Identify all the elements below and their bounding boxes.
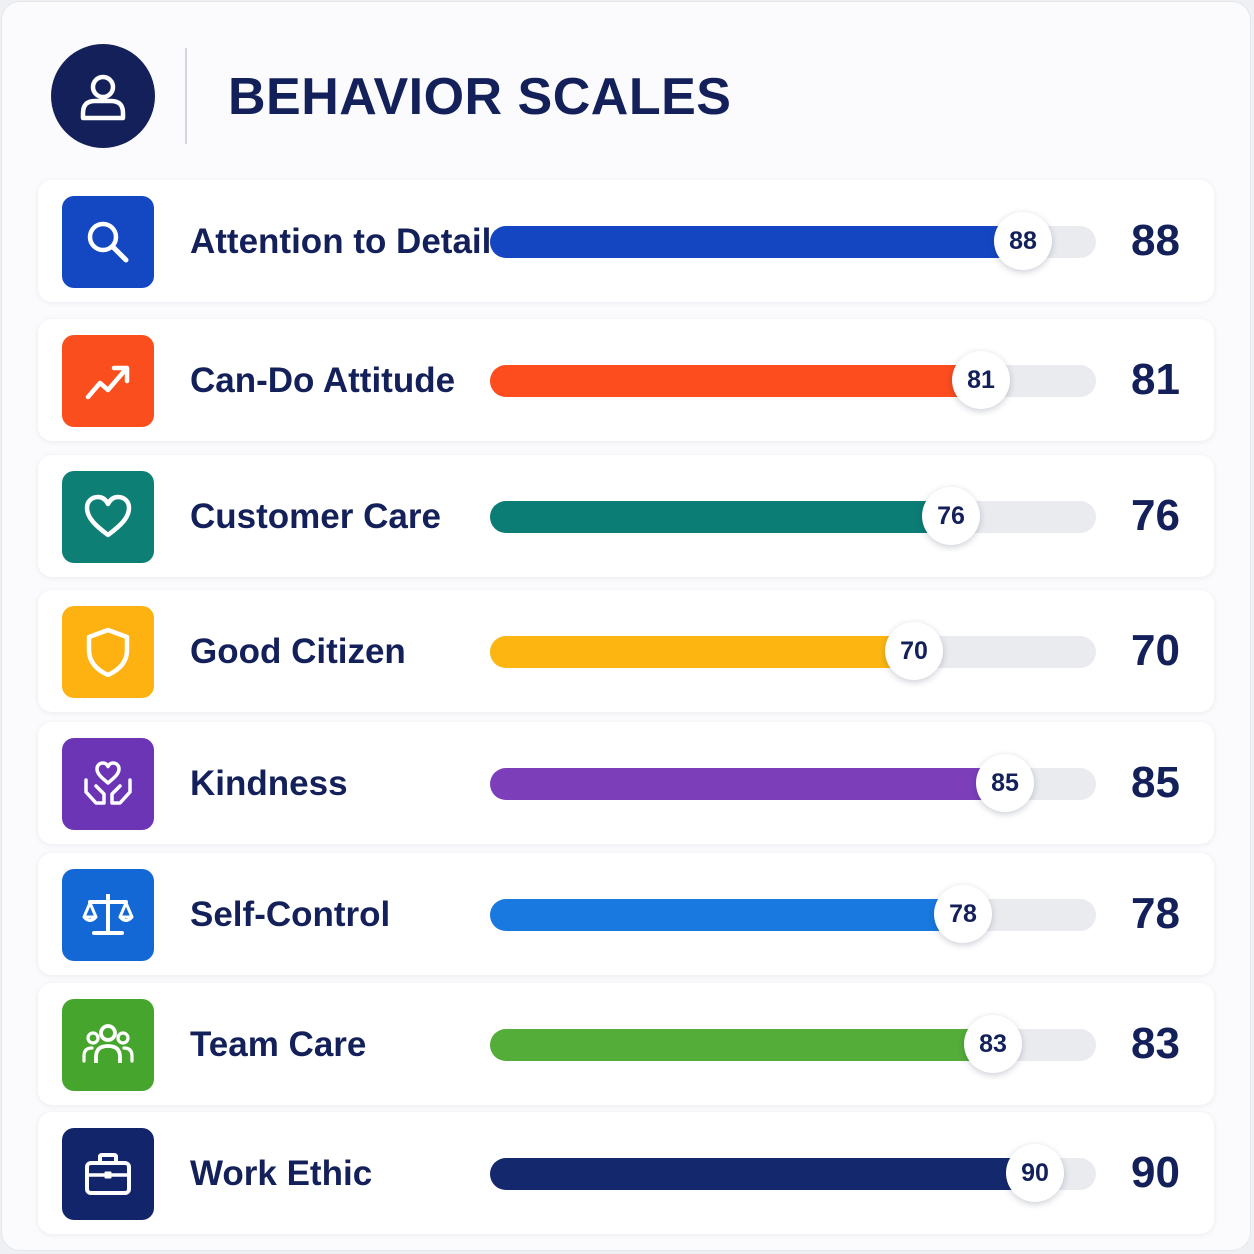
bar-good-citizen [490, 636, 914, 668]
score-value: 81 [1131, 355, 1180, 404]
bar-value-label: 76 [922, 487, 980, 545]
bar-track: 83 [490, 1015, 1096, 1073]
bar-track: 81 [490, 351, 1096, 409]
bar-track: 70 [490, 622, 1096, 680]
heart-icon [84, 494, 132, 538]
scale-row-good-citizen: Good Citizen 70 70 [38, 590, 1214, 712]
bar-team-care [490, 1029, 993, 1061]
search-icon [87, 221, 129, 263]
bar-value-label: 70 [885, 622, 943, 680]
work-ethic-icon-tile [62, 1128, 154, 1220]
scale-row-team-care: Team Care 83 83 [38, 983, 1214, 1105]
score-value: 76 [1131, 491, 1180, 540]
bar-attention-to-detail [490, 226, 1023, 258]
attention-to-detail-icon-tile [62, 196, 154, 288]
category-label: Team Care [190, 1025, 367, 1064]
customer-care-icon-tile [62, 471, 154, 563]
score-value: 88 [1131, 216, 1180, 265]
trending-up-icon [85, 365, 130, 400]
user-icon [80, 74, 126, 121]
balance-scale-icon [82, 894, 134, 935]
scale-row-work-ethic: Work Ethic 90 90 [38, 1112, 1214, 1234]
kindness-icon-tile [62, 738, 154, 830]
score-value: 90 [1131, 1148, 1180, 1197]
category-label: Kindness [190, 764, 348, 803]
self-control-icon-tile [62, 869, 154, 961]
category-label: Can-Do Attitude [190, 361, 456, 400]
bar-kindness [490, 768, 1005, 800]
header-divider [185, 48, 187, 144]
bar-value-label: 90 [1006, 1144, 1064, 1202]
bar-track: 76 [490, 487, 1096, 545]
briefcase-icon [85, 1153, 131, 1195]
bar-value-label: 81 [952, 351, 1010, 409]
bar-self-control [490, 899, 963, 931]
category-label: Work Ethic [190, 1154, 373, 1193]
bar-value-label: 88 [994, 212, 1052, 270]
score-value: 85 [1131, 758, 1180, 807]
bar-work-ethic [490, 1158, 1035, 1190]
scale-row-can-do-attitude: Can-Do Attitude 81 81 [38, 319, 1214, 441]
bar-value-label: 78 [934, 885, 992, 943]
bar-can-do-attitude [490, 365, 981, 397]
scale-row-self-control: Self-Control 78 78 [38, 853, 1214, 975]
heart-hands-icon [84, 761, 132, 805]
bar-track: 88 [490, 212, 1096, 270]
can-do-attitude-icon-tile [62, 335, 154, 427]
bar-track: 78 [490, 885, 1096, 943]
category-label: Customer Care [190, 497, 441, 536]
team-care-icon-tile [62, 999, 154, 1091]
user-avatar [51, 44, 155, 148]
category-label: Good Citizen [190, 632, 406, 671]
good-citizen-icon-tile [62, 606, 154, 698]
scale-row-attention-to-detail: Attention to Detail 88 88 [38, 180, 1214, 302]
score-value: 83 [1131, 1019, 1180, 1068]
score-value: 78 [1131, 889, 1180, 938]
team-icon [82, 1024, 134, 1063]
category-label: Self-Control [190, 895, 391, 934]
scale-row-customer-care: Customer Care 76 76 [38, 455, 1214, 577]
bar-value-label: 85 [976, 754, 1034, 812]
bar-track: 90 [490, 1144, 1096, 1202]
page-title: BEHAVIOR SCALES [228, 68, 732, 126]
scale-row-kindness: Kindness 85 85 [38, 722, 1214, 844]
category-label: Attention to Detail [190, 222, 492, 261]
shield-icon [86, 627, 130, 678]
score-value: 70 [1131, 626, 1180, 675]
bar-track: 85 [490, 754, 1096, 812]
bar-customer-care [490, 501, 951, 533]
bar-value-label: 83 [964, 1015, 1022, 1073]
